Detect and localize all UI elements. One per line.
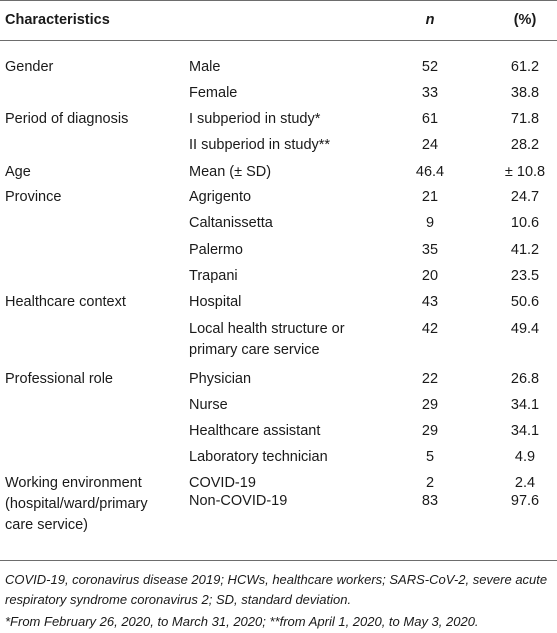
footnote-abbreviations: COVID-19, coronavirus disease 2019; HCWs… [5,572,548,607]
row-n: 20 [421,268,439,284]
row-n: 83 [421,493,439,509]
row-pct: 10.6 [510,215,540,231]
top-rule [0,0,557,1]
row-label: Male [189,59,221,75]
row-n: 35 [421,242,439,258]
row-pct: 41.2 [510,242,540,258]
row-label: Physician [189,371,252,387]
row-n: 9 [425,215,435,231]
row-label: Nurse [189,397,228,413]
row-pct: 2.4 [514,475,536,491]
row-n: 5 [425,449,435,465]
row-n: 21 [421,189,439,205]
row-pct: ± 10.8 [504,164,546,180]
row-category: Professional role [5,371,113,387]
row-pct: 50.6 [510,294,540,310]
row-category: Working environment (hospital/ward/prima… [5,475,148,533]
row-pct: 97.6 [510,493,540,509]
row-pct: 26.8 [510,371,540,387]
footnote-periods: *From February 26, 2020, to March 31, 20… [5,614,479,629]
row-label: Hospital [189,294,242,310]
row-category: Province [5,189,62,205]
row-n: 43 [421,294,439,310]
row-category: Age [5,164,31,180]
row-n: 42 [421,321,439,337]
row-pct: 34.1 [510,397,540,413]
header-n: n [425,12,435,28]
row-label: Trapani [189,268,238,284]
header-rule [0,40,557,41]
row-pct: 4.9 [514,449,536,465]
row-pct: 28.2 [510,137,540,153]
row-label: Palermo [189,242,243,258]
row-n: 29 [421,423,439,439]
row-pct: 34.1 [510,423,540,439]
row-n: 33 [421,85,439,101]
row-label: Non-COVID-19 [189,493,288,509]
row-pct: 38.8 [510,85,540,101]
row-n: 29 [421,397,439,413]
row-pct: 71.8 [510,111,540,127]
row-label: I subperiod in study* [189,111,321,127]
header-pct: (%) [513,12,537,28]
row-label: II subperiod in study** [189,137,331,153]
row-n: 2 [425,475,435,491]
row-category: Healthcare context [5,294,126,310]
row-label: Healthcare assistant [189,423,321,439]
row-label: Agrigento [189,189,252,205]
row-n: 46.4 [415,164,445,180]
row-label: Laboratory technician [189,449,328,465]
row-n: 24 [421,137,439,153]
row-label: Caltanissetta [189,215,273,231]
row-category: Gender [5,59,54,75]
row-label: Female [189,85,238,101]
table-header: Characteristics n (%) [0,0,557,40]
row-label: Local health structure or primary care s… [189,321,345,358]
bottom-rule [0,560,557,561]
row-label: Mean (± SD) [189,164,272,180]
row-category: Period of diagnosis [5,111,129,127]
row-pct: 24.7 [510,189,540,205]
row-pct: 49.4 [510,321,540,337]
row-pct: 23.5 [510,268,540,284]
row-pct: 61.2 [510,59,540,75]
row-label: COVID-19 [189,475,256,491]
header-characteristics: Characteristics [5,12,110,28]
row-n: 52 [421,59,439,75]
row-n: 61 [421,111,439,127]
row-n: 22 [421,371,439,387]
